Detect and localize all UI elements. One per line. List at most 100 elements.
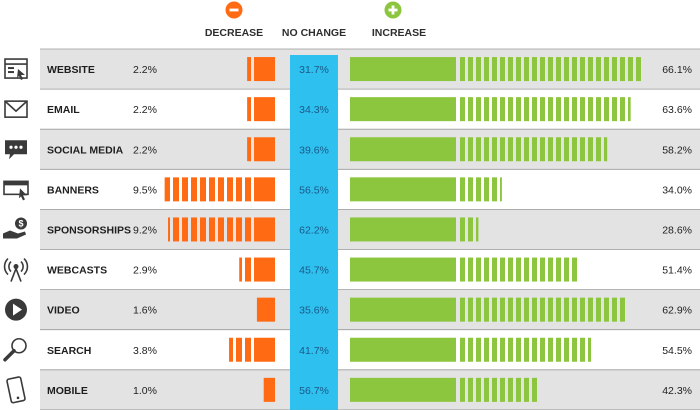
increase-icon	[384, 1, 402, 19]
no-change-header: NO CHANGE	[282, 27, 346, 39]
increase-bar-segment	[350, 337, 456, 362]
increase-value-label: 34.0%	[662, 184, 692, 196]
increase-bar-segment	[468, 57, 473, 82]
increase-bar-segment	[476, 177, 481, 202]
increase-bar-segment	[532, 97, 537, 122]
increase-bar-segment	[548, 337, 553, 362]
increase-bar-segment	[468, 377, 473, 402]
decrease-bar-segment	[236, 337, 242, 362]
increase-bar-segment	[524, 337, 529, 362]
increase-bar-segment	[460, 57, 465, 82]
increase-bar-segment	[508, 337, 513, 362]
decrease-bar-segment	[209, 217, 215, 242]
decrease-bar-segment	[200, 177, 206, 202]
decrease-value-label: 9.5%	[133, 184, 157, 196]
increase-bar-segment	[500, 297, 505, 322]
decrease-bar-segment	[239, 257, 242, 282]
decrease-bar-segment	[254, 217, 275, 242]
increase-bar-segment	[548, 97, 553, 122]
decrease-bar-segment	[218, 217, 224, 242]
increase-bar-segment	[516, 97, 521, 122]
increase-bar-segment	[564, 137, 569, 162]
increase-bar-segment	[572, 97, 577, 122]
increase-bar-segment	[500, 177, 502, 202]
category-label: WEBSITE	[47, 64, 95, 76]
increase-bar-segment	[468, 137, 473, 162]
increase-bar-segment	[564, 257, 569, 282]
increase-bar-segment	[350, 217, 456, 242]
increase-bar-segment	[628, 57, 633, 82]
increase-bar-segment	[596, 57, 601, 82]
decrease-bar-segment	[182, 177, 188, 202]
mobile-icon	[6, 376, 26, 404]
decrease-bar-segment	[247, 137, 251, 162]
increase-bar-segment	[350, 57, 456, 82]
increase-bar-segment	[524, 257, 529, 282]
increase-bar-segment	[492, 137, 497, 162]
increase-bar-segment	[628, 97, 631, 122]
increase-bar-segment	[460, 137, 465, 162]
increase-bar-segment	[564, 97, 569, 122]
data-labels: WEBSITE 2.2% 31.7% 66.1% EMAIL 2.2% 34.3% 63.6%…	[47, 64, 692, 397]
increase-bar-segment	[484, 337, 489, 362]
increase-bar-segment	[588, 297, 593, 322]
category-label: SOCIAL MEDIA	[47, 144, 124, 156]
increase-bar-segment	[492, 57, 497, 82]
increase-bar-segment	[612, 57, 617, 82]
increase-bar-segment	[540, 97, 545, 122]
increase-bar-segment	[500, 257, 505, 282]
no-change-value-label: 34.3%	[299, 104, 329, 116]
increase-bar-segment	[564, 297, 569, 322]
increase-bar-segment	[588, 337, 592, 362]
decrease-bar-segment	[168, 217, 170, 242]
increase-bar-segment	[350, 137, 456, 162]
increase-bar-segment	[484, 177, 489, 202]
increase-value-label: 63.6%	[662, 104, 692, 116]
increase-bar-segment	[620, 97, 625, 122]
email-icon	[4, 100, 28, 118]
video-icon	[5, 298, 27, 321]
increase-bar-segment	[476, 217, 479, 242]
increase-bar-segment	[532, 297, 537, 322]
increase-bar-segment	[508, 97, 513, 122]
decrease-bar-segment	[254, 257, 275, 282]
increase-bar-segment	[468, 177, 473, 202]
increase-bar-segment	[524, 377, 529, 402]
increase-bar-segment	[548, 297, 553, 322]
decrease-bar-segment	[263, 377, 275, 402]
increase-bar-segment	[508, 257, 513, 282]
increase-bar-segment	[580, 297, 585, 322]
increase-bar-segment	[508, 137, 513, 162]
increase-bar-segment	[516, 137, 521, 162]
decrease-bar-segment	[164, 177, 170, 202]
increase-bar-segment	[524, 57, 529, 82]
increase-bar-segment	[540, 297, 545, 322]
decrease-bar-segment	[247, 97, 251, 122]
increase-bar-segment	[620, 57, 625, 82]
no-change-value-label: 39.6%	[299, 144, 329, 156]
increase-bar-segment	[588, 57, 593, 82]
increase-bar-segment	[350, 257, 456, 282]
increase-bar-segment	[492, 297, 497, 322]
increase-bar-segment	[350, 97, 456, 122]
increase-bar-segment	[588, 97, 593, 122]
decrease-bar-segment	[209, 177, 215, 202]
increase-bar-segment	[556, 97, 561, 122]
no-change-value-label: 56.7%	[299, 385, 329, 397]
increase-value-label: 42.3%	[662, 385, 692, 397]
increase-bar-segment	[492, 377, 497, 402]
svg-text:$: $	[18, 218, 23, 228]
increase-bar-segment	[468, 217, 473, 242]
increase-bar-segment	[524, 97, 529, 122]
increase-bar-segment	[484, 137, 489, 162]
decrease-value-label: 2.2%	[133, 104, 157, 116]
increase-bar-segment	[572, 257, 577, 282]
increase-bar-segment	[476, 337, 481, 362]
increase-bar-segment	[460, 257, 465, 282]
decrease-bar-segment	[254, 57, 275, 82]
decrease-bar-segment	[254, 137, 275, 162]
increase-bar-segment	[500, 137, 505, 162]
category-label: EMAIL	[47, 104, 80, 116]
decrease-value-label: 1.6%	[133, 305, 157, 317]
